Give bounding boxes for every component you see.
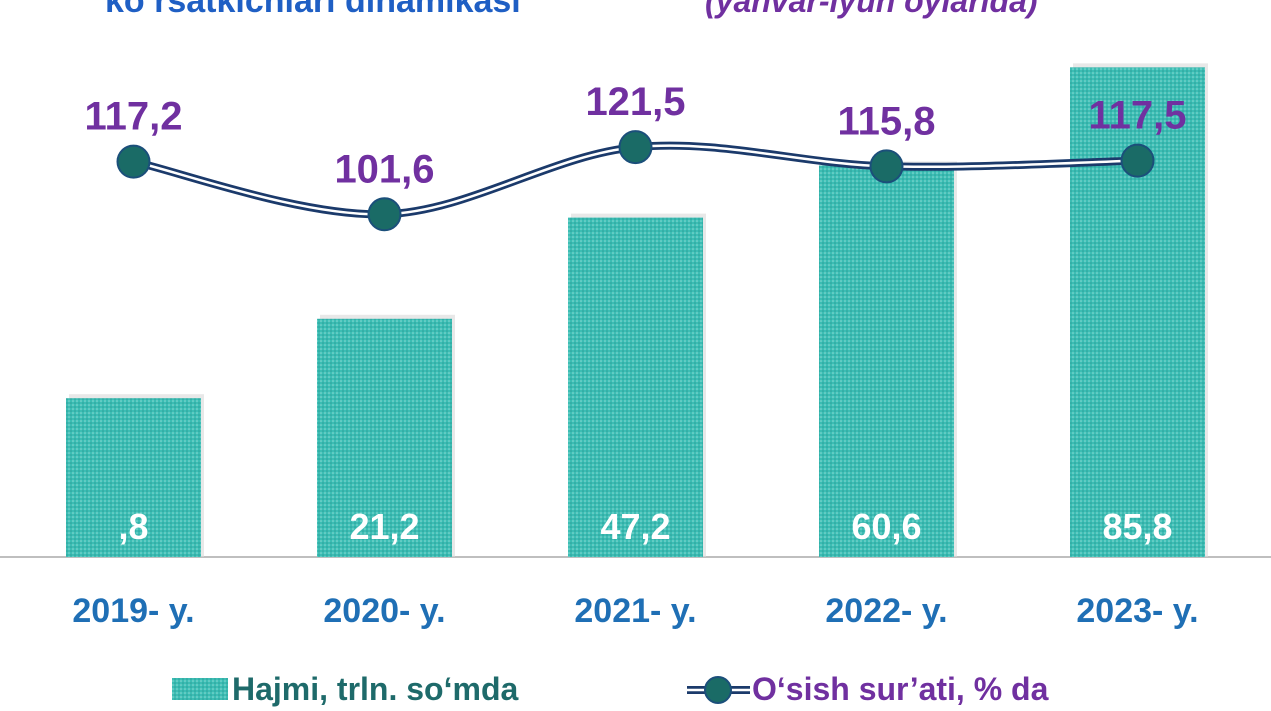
bar-value-label: 60,6 [851,506,921,547]
legend-label: O‘sish sur’ati, % da [752,671,1049,707]
chart-title: ko‘rsatkichlari dinamikasi [105,0,521,20]
bar-value-label: 47,2 [600,506,670,547]
line-marker [116,144,151,179]
x-tick-label: 2022- y. [825,592,947,630]
line-marker [869,149,904,184]
line-marker [367,197,402,232]
bar [66,398,201,557]
x-tick-label: 2021- y. [574,592,696,630]
line-marker [618,130,653,165]
line-marker [1120,143,1155,178]
line-value-label: 101,6 [334,147,434,191]
line-value-label: 115,8 [838,99,936,143]
legend-marker [704,676,732,704]
x-tick-label: 2023- y. [1076,592,1198,630]
bar [819,165,954,558]
bar-value-label: 85,8 [1102,506,1172,547]
x-tick-label: 2020- y. [323,592,445,630]
bar-value-label: ,8 [118,506,148,547]
x-tick-label: 2019- y. [72,592,194,630]
legend-label: Hajmi, trln. so‘mda [232,671,518,707]
line-value-label: 121,5 [585,80,685,124]
bar [1070,67,1205,558]
line-value-label: 117,5 [1089,94,1187,138]
chart-subtitle: (yanvar-iyun oylarida) [705,0,1038,19]
bar-value-label: 21,2 [349,506,419,547]
bar [568,217,703,558]
legend-swatch [172,678,228,700]
line-value-label: 117,2 [85,95,183,139]
bar [317,318,452,557]
